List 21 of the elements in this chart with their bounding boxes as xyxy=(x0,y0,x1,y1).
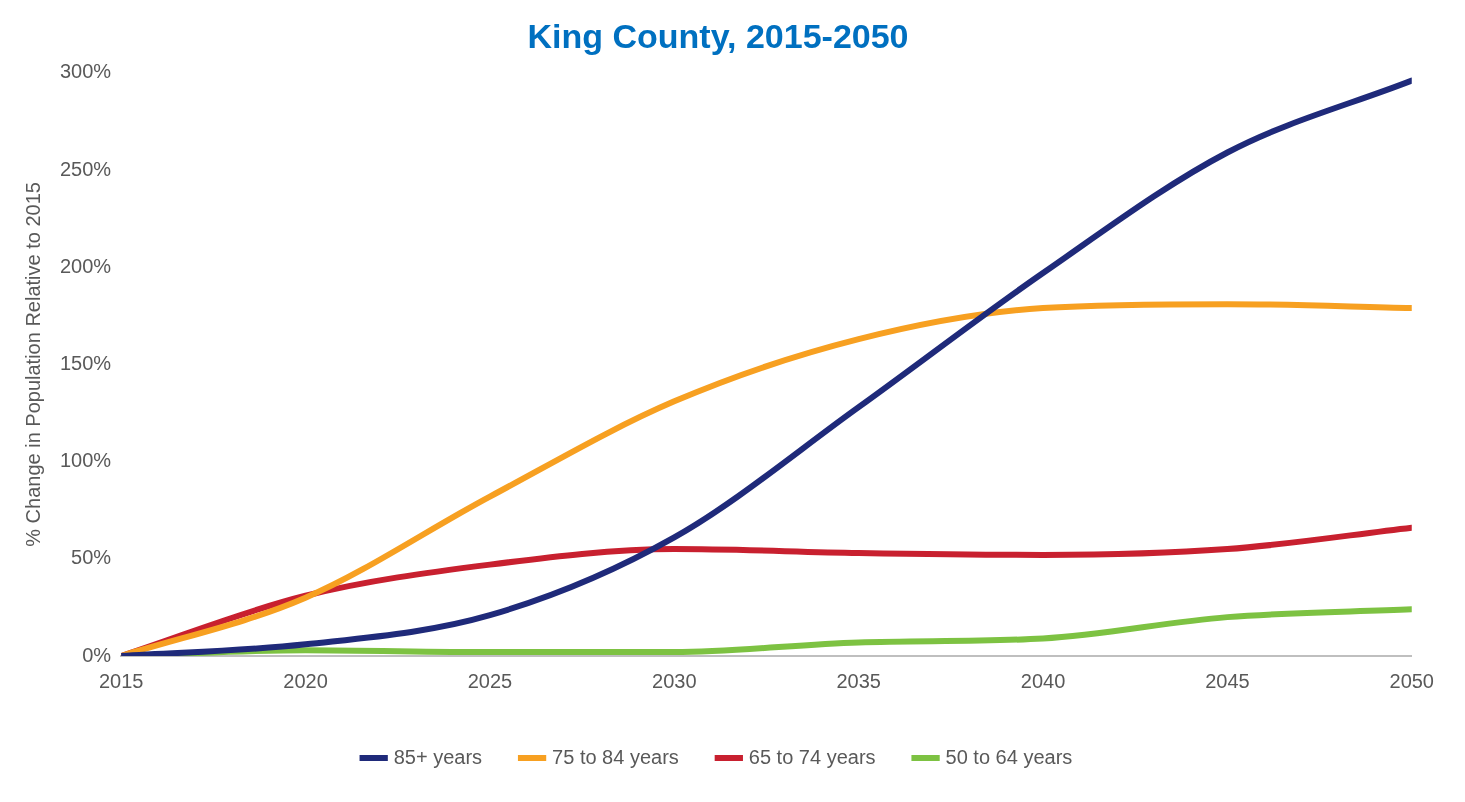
legend-label: 65 to 74 years xyxy=(748,745,876,768)
x-tick-label: 2045 xyxy=(1205,669,1250,692)
legend-label: 50 to 64 years xyxy=(945,745,1073,768)
x-tick-label: 2030 xyxy=(652,669,697,692)
x-tick-label: 2035 xyxy=(836,669,881,692)
x-tick-label: 2050 xyxy=(1389,669,1434,692)
y-tick-label: 100% xyxy=(60,449,112,472)
y-tick-label: 150% xyxy=(60,351,112,374)
y-tick-label: 200% xyxy=(60,254,112,277)
x-tick-label: 2040 xyxy=(1020,669,1066,692)
y-tick-label: 250% xyxy=(60,157,112,180)
y-tick-label: 50% xyxy=(71,546,112,569)
legend-label: 75 to 84 years xyxy=(552,745,679,768)
chart-title: King County, 2015-2050 xyxy=(527,16,909,55)
legend-label: 85+ years xyxy=(393,745,483,768)
x-tick-label: 2015 xyxy=(98,669,144,692)
x-tick-label: 2025 xyxy=(467,669,513,692)
y-tick-label: 0% xyxy=(82,643,112,666)
x-tick-label: 2020 xyxy=(283,669,328,692)
y-tick-label: 300% xyxy=(60,60,112,83)
y-axis-title: % Change in Population Relative to 2015 xyxy=(21,182,44,547)
